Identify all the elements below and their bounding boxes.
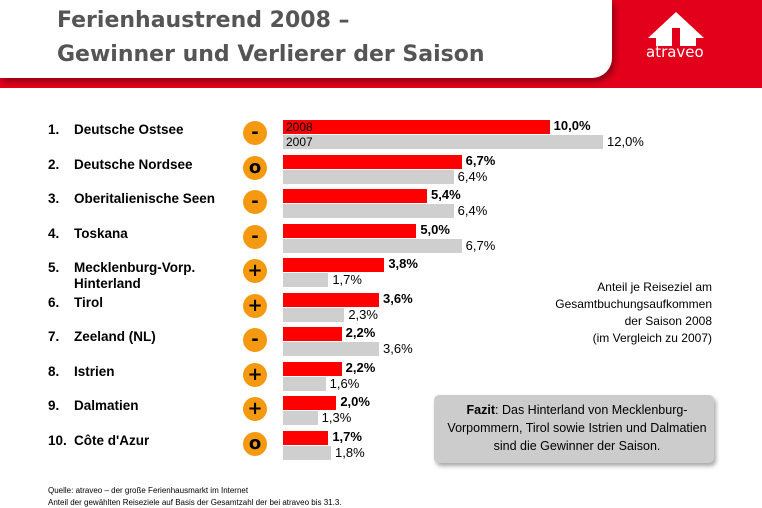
row-rank: 1. [48, 122, 60, 137]
row-label: 10. Côte d'Azur [48, 433, 149, 449]
row-name: Mecklenburg-Vorp. [74, 260, 196, 275]
trend-icon: + [243, 259, 267, 283]
bar-2007 [283, 238, 462, 253]
trend-icon: o [243, 431, 267, 456]
value-label-2008: 5,4% [431, 187, 461, 202]
trend-icon: + [243, 397, 267, 421]
bar-2007 [283, 376, 326, 391]
bar-2008 [283, 361, 342, 376]
note-line: Anteil je Reiseziel am [597, 280, 712, 294]
fazit-label: Fazit [466, 403, 496, 417]
row-rank: 3. [48, 191, 60, 206]
row-rank: 8. [48, 363, 60, 379]
bar-2008 [283, 154, 462, 169]
note-line: (im Vergleich zu 2007) [592, 331, 712, 345]
value-label-2007: 1,8% [335, 444, 365, 460]
trend-icon: - [243, 328, 267, 352]
bar-2008 [283, 396, 337, 410]
value-label-2007: 12,0% [607, 134, 644, 149]
fazit-body: : Das Hinterland von Mecklenburg-Vorpomm… [447, 403, 707, 453]
bar-2008 [283, 189, 427, 203]
logo-text: atraveo [646, 43, 704, 61]
title-line-1: Ferienhaustrend 2008 – [57, 8, 350, 33]
title-line-2: Gewinner und Verlierer der Saison [57, 42, 485, 67]
bar-2007 [283, 204, 454, 218]
bar-2007 [283, 411, 318, 425]
value-label-2007: 2,3% [348, 306, 378, 322]
row-label: 9. Dalmatien [48, 398, 139, 414]
bar-2008 [283, 120, 550, 134]
row-name: Deutsche Nordsee [74, 156, 193, 172]
bar-2007 [283, 342, 379, 356]
row-name-line2: Hinterland [74, 276, 141, 291]
row-name: Toskana [74, 225, 128, 241]
row-name: Istrien [74, 363, 115, 379]
fazit-box: Fazit: Das Hinterland von Mecklenburg-Vo… [434, 395, 714, 463]
legend-2007: 2007 [286, 135, 313, 149]
chart-note: Anteil je Reiseziel am Gesamtbuchungsauf… [512, 279, 712, 347]
fazit-text: Fazit: Das Hinterland von Mecklenburg-Vo… [444, 401, 710, 455]
row-rank: 9. [48, 398, 60, 413]
row-label: 2. Deutsche Nordsee [48, 157, 193, 173]
title-box: Ferienhaustrend 2008 – Gewinner und Verl… [0, 0, 612, 78]
row-rank: 4. [48, 225, 60, 241]
row-rank: 10. [48, 432, 67, 448]
bar-2008 [283, 258, 385, 272]
bar-2008 [283, 327, 342, 341]
row-label: 1. Deutsche Ostsee [48, 122, 184, 138]
legend-2008: 2008 [286, 120, 313, 134]
house-logo-icon [648, 12, 704, 46]
trend-icon: - [243, 224, 267, 249]
trend-icon: - [243, 121, 267, 145]
row-rank: 6. [48, 294, 60, 310]
value-label-2008: 6,7% [465, 152, 496, 168]
bar-2007 [283, 169, 454, 184]
value-label-2007: 1,7% [332, 272, 362, 287]
value-label-2008: 10,0% [553, 118, 591, 133]
trend-icon: + [243, 293, 267, 318]
bar-2008 [283, 223, 417, 238]
note-line: Gesamtbuchungsaufkommen [555, 297, 712, 311]
value-label-2007: 6,7% [465, 237, 496, 253]
value-label-2008: 2,0% [340, 394, 370, 409]
row-name: Dalmatien [74, 398, 139, 413]
row-rank: 2. [48, 156, 60, 172]
bar-2007 [283, 135, 603, 149]
value-label-2008: 2,2% [345, 359, 376, 375]
trend-icon: + [243, 362, 267, 387]
value-label-2007: 3,6% [383, 341, 413, 356]
note-line: der Saison 2008 [624, 314, 712, 328]
row-label: 4. Toskana [48, 226, 128, 242]
value-label-2007: 6,4% [457, 203, 488, 218]
row-label: 8. Istrien [48, 364, 115, 380]
source-line-1: Quelle: atraveo – der große Ferienhausma… [48, 486, 249, 495]
row-name: Côte d'Azur [74, 432, 150, 448]
value-label-2008: 3,6% [383, 290, 413, 306]
bar-2008 [283, 430, 329, 445]
value-label-2008: 3,8% [388, 256, 418, 271]
bar-2007 [283, 273, 329, 287]
value-label-2008: 1,7% [332, 428, 362, 444]
trend-icon: - [243, 190, 267, 214]
value-label-2007: 1,3% [321, 410, 352, 425]
row-name: Tirol [74, 294, 104, 310]
bar-2007 [283, 307, 345, 322]
value-label-2007: 6,4% [457, 168, 488, 184]
row-label: 6. Tirol [48, 295, 103, 311]
row-rank: 7. [48, 329, 60, 344]
row-rank: 5. [48, 260, 60, 275]
value-label-2008: 5,0% [420, 221, 450, 237]
row-name: Oberitalienische Seen [74, 191, 216, 206]
row-label: 7. Zeeland (NL) [48, 329, 156, 345]
value-label-2008: 2,2% [345, 325, 376, 340]
bar-2007 [283, 445, 331, 460]
row-label: 5. Mecklenburg-Vorp. Hinterland [48, 260, 195, 292]
row-name: Zeeland (NL) [74, 329, 156, 344]
value-label-2007: 1,6% [329, 375, 360, 391]
row-name: Deutsche Ostsee [74, 122, 184, 137]
trend-icon: o [243, 155, 267, 180]
row-label: 3. Oberitalienische Seen [48, 191, 215, 207]
source-line-2: Anteil der gewählten Reiseziele auf Basi… [48, 498, 342, 507]
bar-2008 [283, 292, 379, 307]
